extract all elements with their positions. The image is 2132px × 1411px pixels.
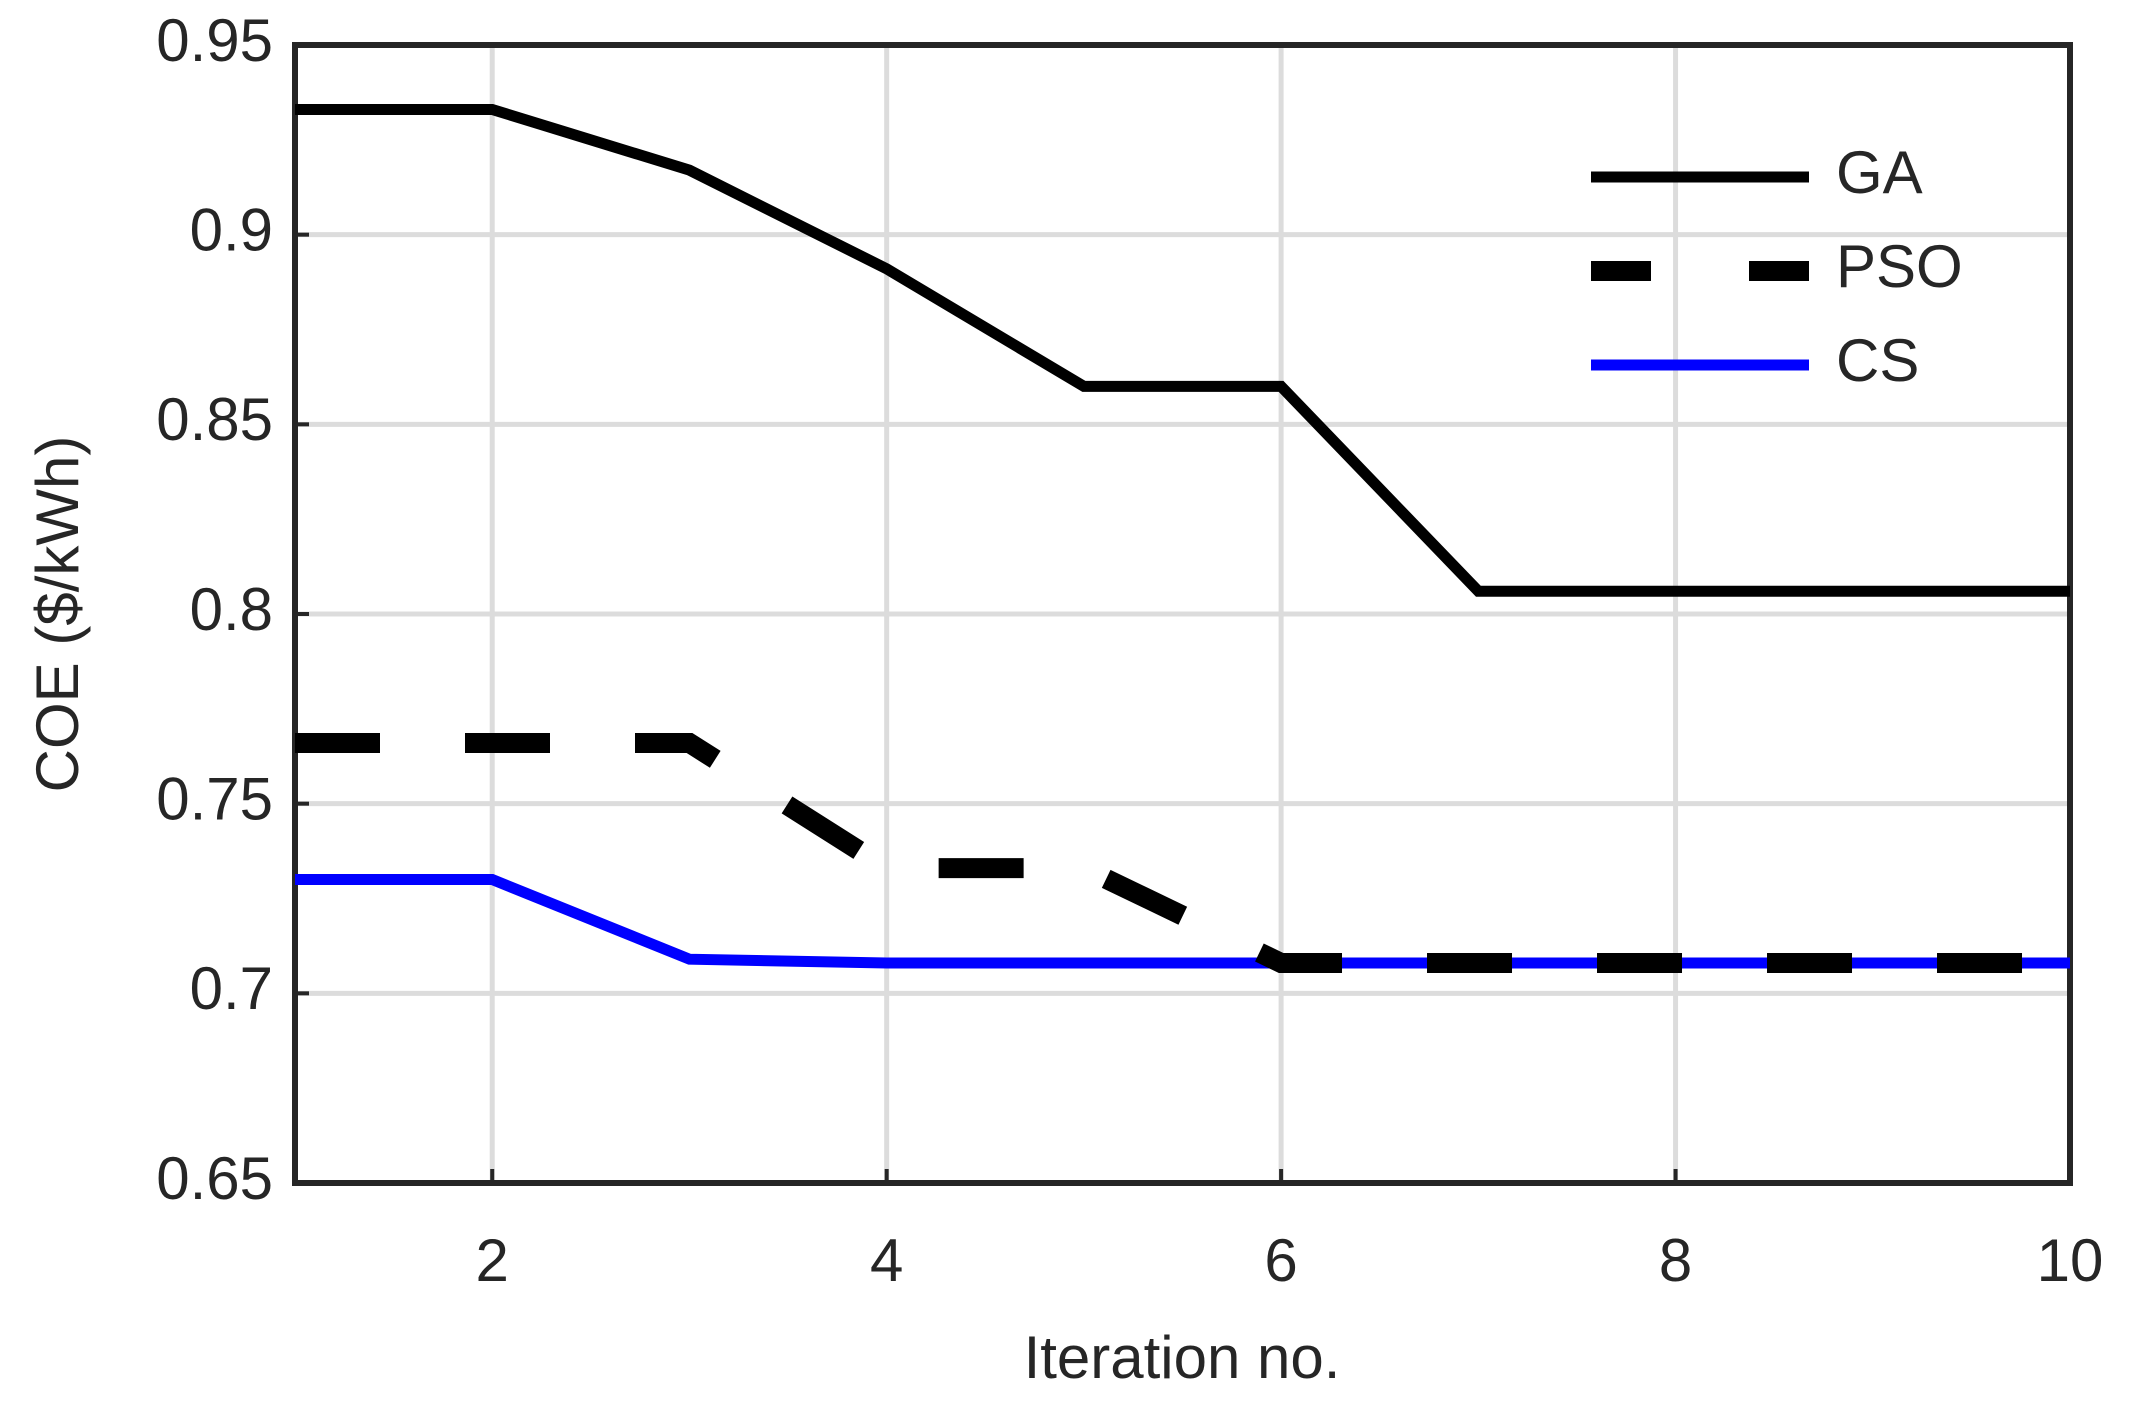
x-tick-label: 10 (2037, 1227, 2104, 1294)
x-tick-label: 4 (870, 1227, 903, 1294)
x-tick-label: 2 (476, 1227, 509, 1294)
y-axis-label: COE ($/kWh) (24, 436, 91, 793)
legend-label: GA (1836, 139, 1923, 206)
series-line (295, 874, 2070, 969)
x-tick-label: 6 (1264, 1227, 1297, 1294)
y-tick-label: 0.8 (190, 576, 273, 643)
y-tick-label: 0.75 (156, 766, 273, 833)
legend-label: PSO (1836, 233, 1963, 300)
y-tick-label: 0.9 (190, 197, 273, 264)
y-tick-label: 0.7 (190, 955, 273, 1022)
x-tick-label: 8 (1659, 1227, 1692, 1294)
plot-frame (292, 42, 2073, 1186)
series-line (295, 732, 2070, 973)
y-tick-label: 0.65 (156, 1145, 273, 1212)
y-tick-label: 0.95 (156, 7, 273, 74)
series-line (295, 103, 2070, 597)
legend-label: CS (1836, 327, 1919, 394)
y-tick-label: 0.85 (156, 386, 273, 453)
x-axis-label: Iteration no. (1024, 1324, 1341, 1391)
